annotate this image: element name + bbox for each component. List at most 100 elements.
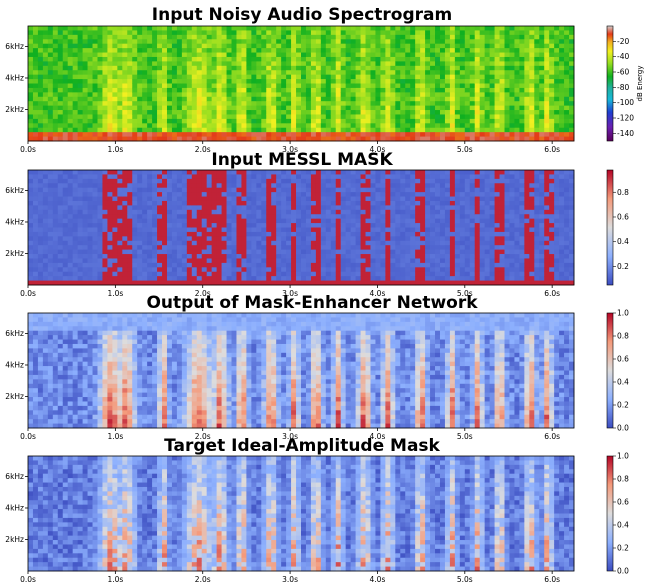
heatmap-cell <box>171 118 178 124</box>
heatmap-cell <box>181 87 188 93</box>
heatmap-cell <box>301 39 307 45</box>
heatmap-cell <box>559 83 565 89</box>
heatmap-cell <box>296 96 302 102</box>
heatmap-cell <box>405 240 411 246</box>
heatmap-cell <box>72 34 79 40</box>
heatmap-cell <box>157 101 163 107</box>
heatmap-cell <box>370 267 376 273</box>
heatmap-cell <box>514 101 520 107</box>
heatmap-cell <box>559 114 565 120</box>
heatmap-cell <box>37 43 44 49</box>
heatmap-cell <box>405 83 411 89</box>
heatmap-cell <box>524 74 530 80</box>
heatmap-cell <box>42 110 49 115</box>
heatmap-cell <box>315 174 322 180</box>
heatmap-cell <box>77 183 83 189</box>
heatmap-cell <box>340 26 347 31</box>
heatmap-cell <box>132 254 138 259</box>
heatmap-cell <box>291 48 297 53</box>
heatmap-cell <box>137 96 143 102</box>
heatmap-cell <box>122 92 128 98</box>
heatmap-cell <box>87 30 93 36</box>
heatmap-cell <box>166 74 173 80</box>
heatmap-cell <box>345 205 352 211</box>
heatmap-cell <box>147 79 153 84</box>
panel-spectrogram: Input Noisy Audio Spectrogram 0.0s 1.0s 2.… <box>5 5 644 154</box>
heatmap-cell <box>549 30 555 36</box>
heatmap-cell <box>425 214 431 220</box>
heatmap-cell <box>350 96 356 102</box>
heatmap-cell <box>216 118 222 124</box>
heatmap-cell <box>350 92 356 98</box>
heatmap-cell <box>504 132 510 137</box>
heatmap-cell <box>97 48 103 53</box>
heatmap-cell <box>405 249 411 255</box>
heatmap-cell <box>166 92 173 98</box>
heatmap-cell <box>122 43 128 49</box>
heatmap-cell <box>176 170 183 175</box>
heatmap-cell <box>241 118 247 124</box>
heatmap-cell <box>107 110 113 115</box>
heatmap-cell <box>320 65 327 71</box>
heatmap-cell <box>504 61 510 67</box>
heatmap-cell <box>67 178 74 184</box>
heatmap-cell <box>236 110 242 115</box>
heatmap-cell <box>211 271 218 277</box>
heatmap-cell <box>544 114 550 120</box>
heatmap-cell <box>524 56 530 62</box>
heatmap-cell <box>296 192 302 197</box>
heatmap-cell <box>92 245 98 251</box>
heatmap-cell <box>241 65 247 71</box>
heatmap-cell <box>479 123 486 129</box>
heatmap-cell <box>360 223 366 228</box>
heatmap-cell <box>251 200 257 206</box>
heatmap-cell <box>201 92 208 98</box>
heatmap-cell <box>132 96 138 102</box>
heatmap-cell <box>539 132 545 137</box>
heatmap-cell <box>291 174 297 180</box>
heatmap-cell <box>449 26 456 31</box>
heatmap-cell <box>266 48 272 53</box>
heatmap-cell <box>132 101 138 107</box>
heatmap-cell <box>360 96 366 102</box>
heatmap-cell <box>529 56 535 62</box>
heatmap-cell <box>266 200 272 206</box>
heatmap-cell <box>281 254 287 259</box>
heatmap-cell <box>385 79 391 84</box>
heatmap-cell <box>320 276 327 281</box>
heatmap-cell <box>380 114 386 120</box>
heatmap-cell <box>469 136 476 142</box>
heatmap-cell <box>410 258 416 264</box>
heatmap-cell <box>92 34 98 40</box>
heatmap-cell <box>256 30 262 36</box>
heatmap-cell <box>370 118 376 124</box>
heatmap-cell <box>320 254 327 259</box>
heatmap-cell <box>271 52 277 58</box>
heatmap-cell <box>559 70 565 76</box>
heatmap-cell <box>400 65 406 71</box>
heatmap-cell <box>415 280 421 286</box>
heatmap-cell <box>206 136 213 142</box>
heatmap-cell <box>42 218 49 224</box>
heatmap-cell <box>350 110 356 115</box>
heatmap-cell <box>246 114 252 120</box>
heatmap-cell <box>340 70 347 76</box>
heatmap-cell <box>196 48 203 53</box>
heatmap-cell <box>266 30 272 36</box>
heatmap-cell <box>410 170 416 175</box>
heatmap-cell <box>28 101 34 107</box>
heatmap-cell <box>47 214 54 220</box>
heatmap-cell <box>152 236 158 242</box>
heatmap-cell <box>132 280 138 286</box>
heatmap-cell <box>395 280 401 286</box>
heatmap-cell <box>137 123 143 129</box>
heatmap-cell <box>191 83 198 89</box>
heatmap-cell <box>97 187 103 193</box>
heatmap-cell <box>37 110 44 115</box>
heatmap-cell <box>32 56 39 62</box>
heatmap-cell <box>221 209 227 215</box>
heatmap-cell <box>365 200 371 206</box>
heatmap-cell <box>360 214 366 220</box>
heatmap-cell <box>315 218 322 224</box>
heatmap-cell <box>176 249 183 255</box>
